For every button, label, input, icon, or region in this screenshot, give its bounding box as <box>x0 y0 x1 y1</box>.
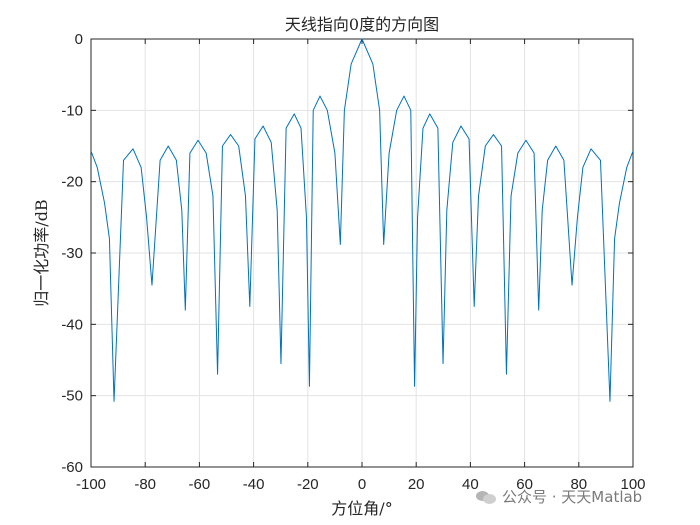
grid <box>90 38 634 468</box>
x-tick-label: -40 <box>243 476 265 493</box>
x-tick-label: -60 <box>189 476 211 493</box>
x-axis-label: 方位角/° <box>331 499 392 518</box>
y-tick-label: 0 <box>75 31 83 48</box>
x-tick-label: -80 <box>134 476 156 493</box>
watermark-text: 公众号 · 天天Matlab <box>502 488 643 506</box>
y-tick-label: -10 <box>61 102 83 119</box>
y-axis-label: 归一化功率/dB <box>32 199 51 306</box>
series-layer <box>90 38 634 402</box>
x-tick-label: 100 <box>620 476 645 493</box>
series-line-0 <box>90 38 634 402</box>
x-tick-label: 80 <box>570 476 587 493</box>
x-tick-label: -20 <box>297 476 319 493</box>
y-tick-label: -50 <box>61 388 83 405</box>
x-tick-label: 60 <box>516 476 533 493</box>
x-tick-label: 0 <box>358 476 366 493</box>
wechat-icon <box>476 489 496 505</box>
y-tick-label: -60 <box>61 459 83 476</box>
x-tick-label: 40 <box>462 476 479 493</box>
y-tick-label: -40 <box>61 316 83 333</box>
y-tick-label: -30 <box>61 245 83 262</box>
y-tick-label: -20 <box>61 174 83 191</box>
chart-title: 天线指向0度的方向图 <box>285 15 439 34</box>
watermark: 公众号 · 天天Matlab <box>476 486 642 507</box>
x-tick-label: -100 <box>76 476 106 493</box>
x-tick-label: 20 <box>408 476 425 493</box>
axis-ticks: -100 -80 -60 -40 -20 0 20 40 60 80 100 0 -10 -20 -30 -4… <box>61 31 645 493</box>
